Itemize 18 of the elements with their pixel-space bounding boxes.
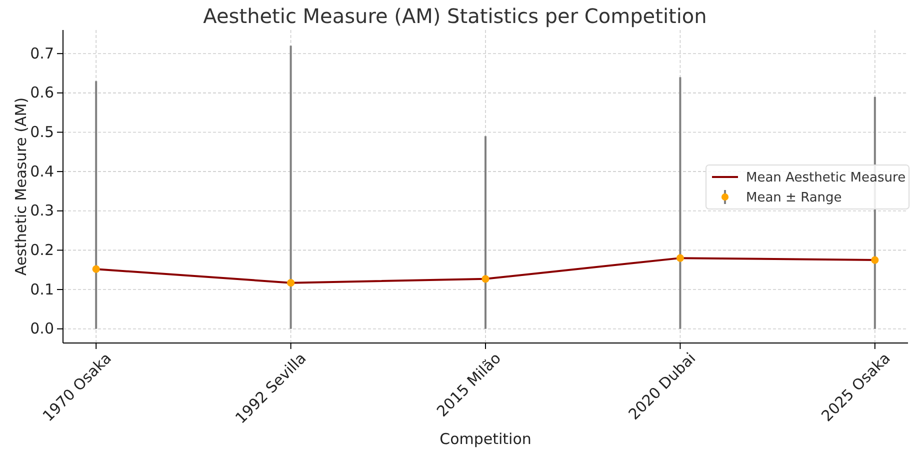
chart-title: Aesthetic Measure (AM) Statistics per Competition [203,4,707,28]
y-tick-label: 0.7 [30,44,54,62]
y-tick-label: 0.6 [30,84,54,102]
y-tick-label: 0.2 [30,241,54,259]
point [871,256,879,264]
y-tick-label: 0.4 [30,162,54,180]
legend-label: Mean ± Range [746,190,842,206]
y-tick-label: 0.0 [30,320,54,338]
y-tick-label: 0.3 [30,202,54,220]
legend-label: Mean Aesthetic Measure [746,170,906,186]
point [676,254,684,262]
y-tick-label: 0.5 [30,123,54,142]
point [92,265,100,273]
point [287,279,295,287]
y-tick-label: 0.1 [30,280,54,298]
x-axis-title: Competition [440,430,532,448]
y-axis-title: Aesthetic Measure (AM) [12,97,30,276]
point [482,275,490,283]
